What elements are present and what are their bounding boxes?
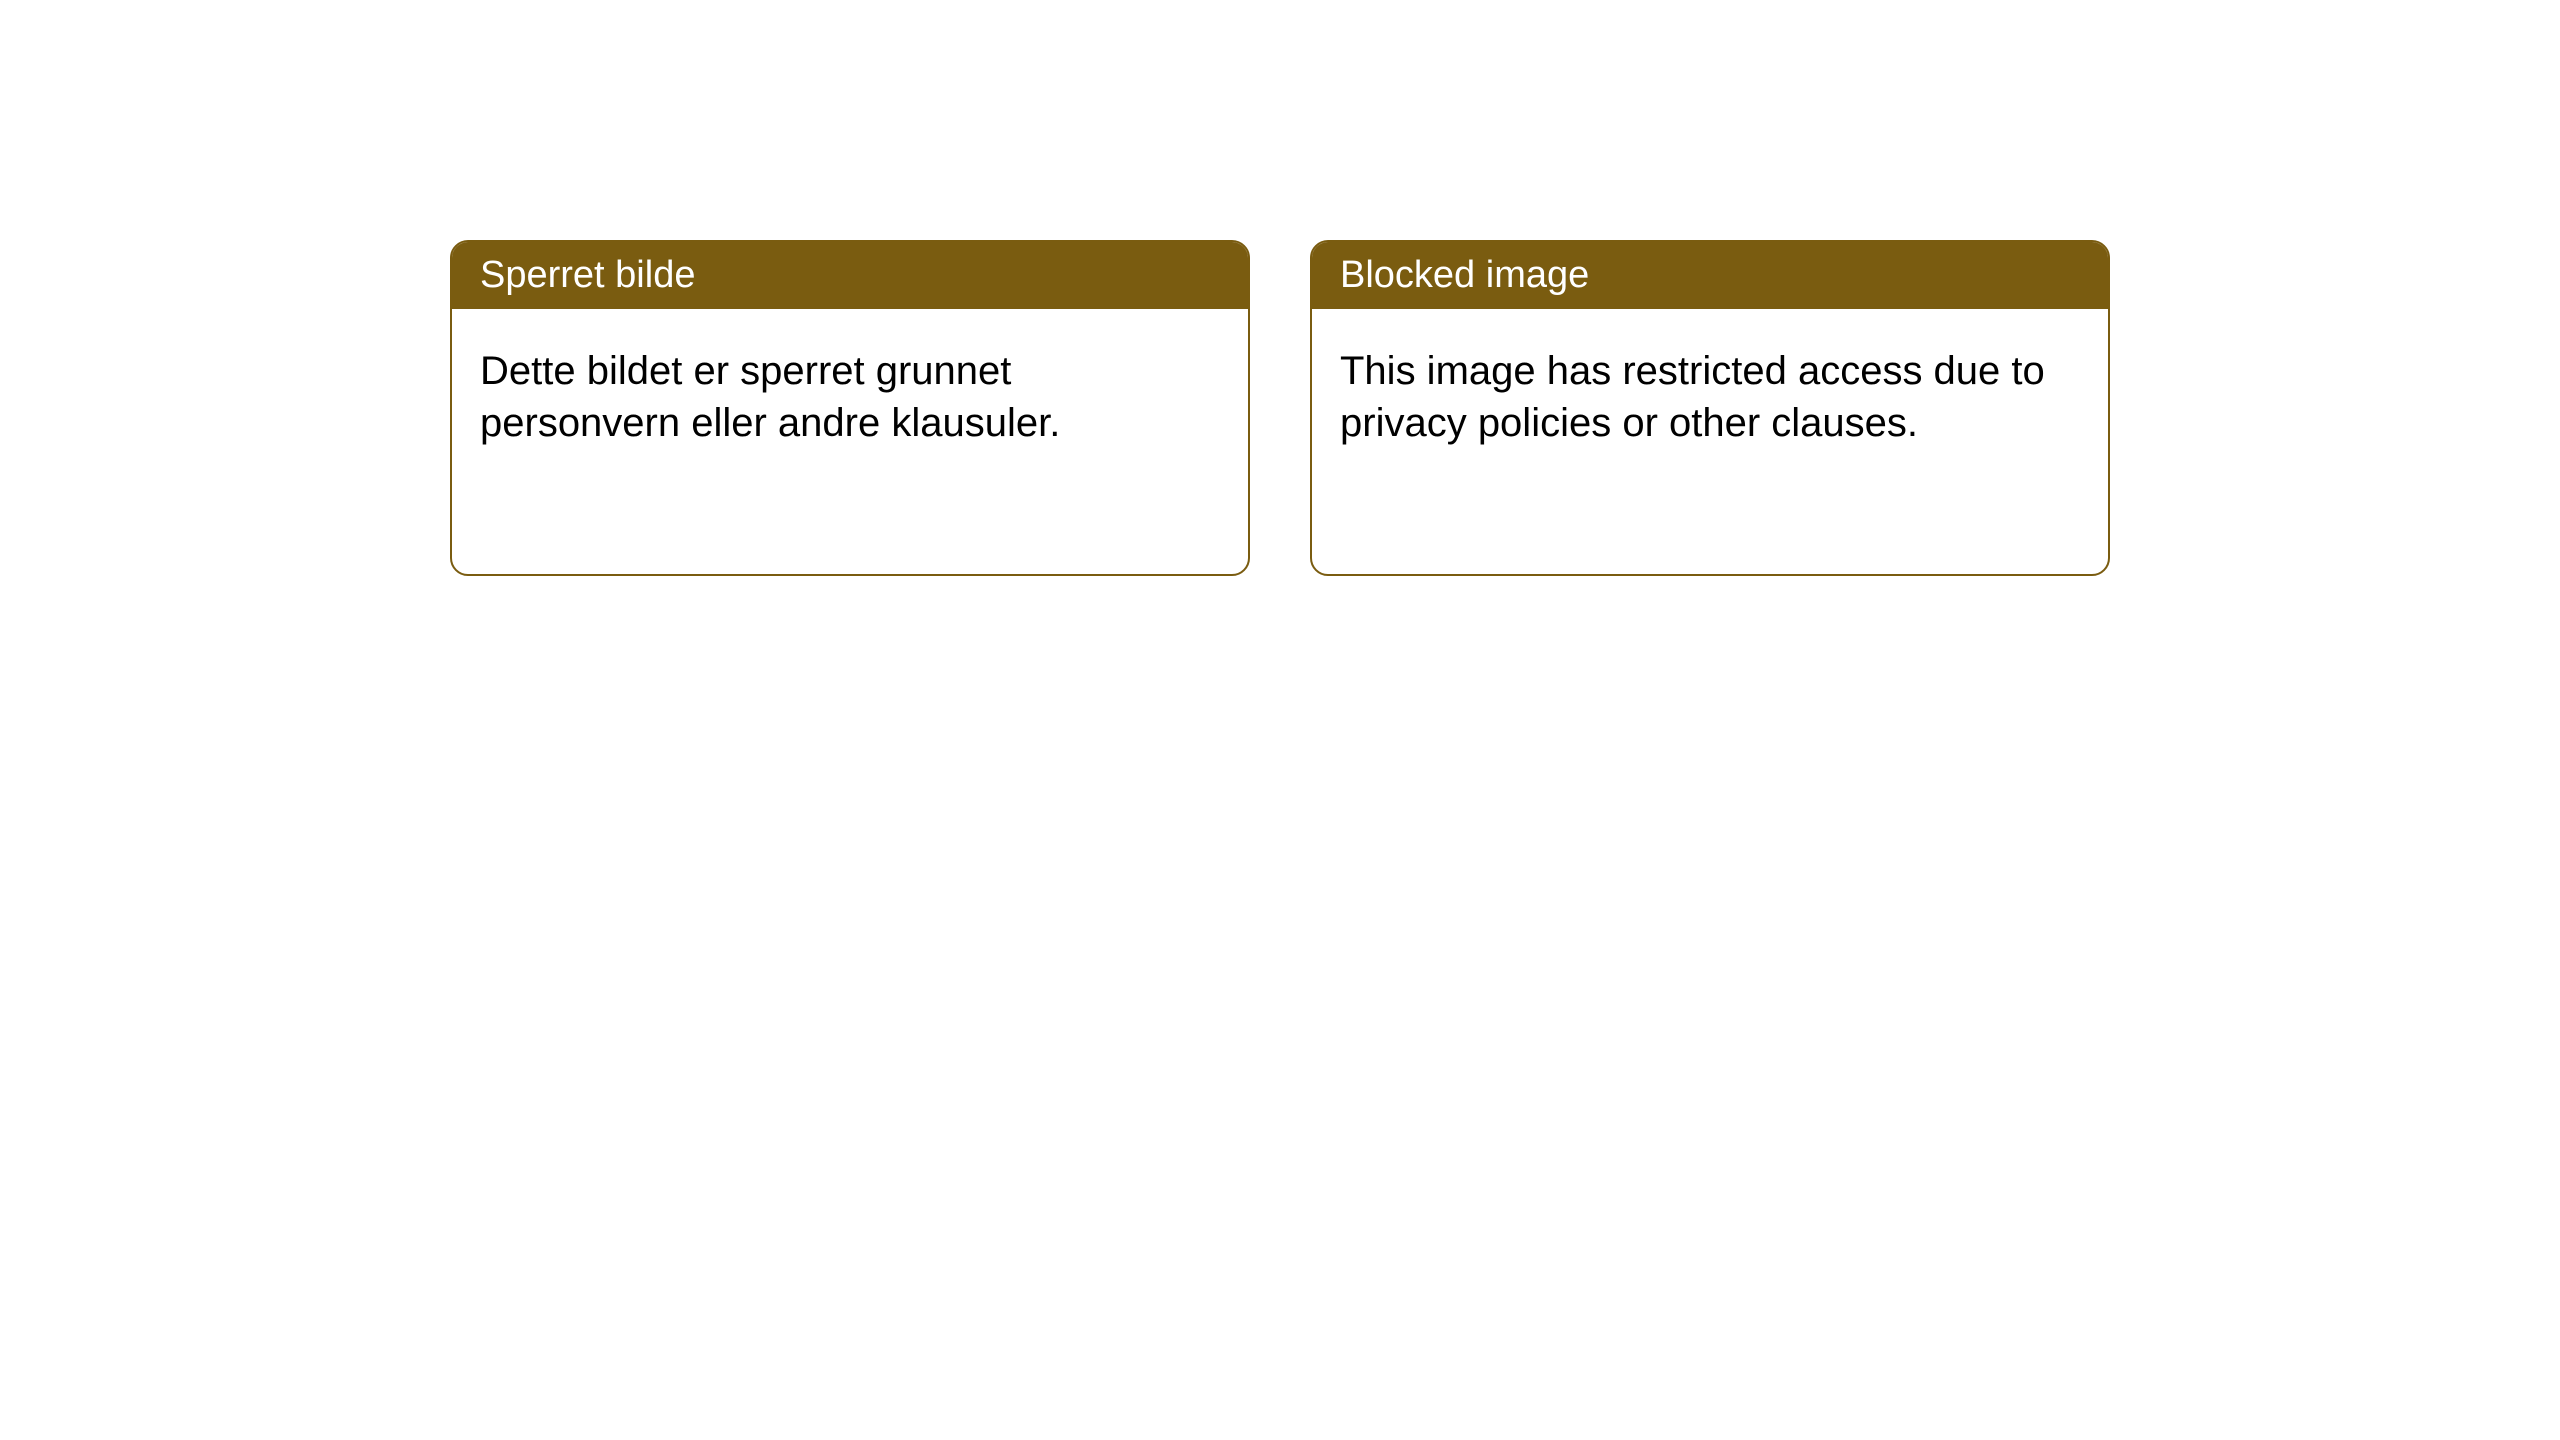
card-body-text: Dette bildet er sperret grunnet personve… <box>480 349 1060 445</box>
card-body-text: This image has restricted access due to … <box>1340 349 2045 445</box>
card-title: Sperret bilde <box>480 254 695 296</box>
card-body: This image has restricted access due to … <box>1312 309 2108 485</box>
blocked-image-card-no: Sperret bilde Dette bildet er sperret gr… <box>450 240 1250 576</box>
cards-container: Sperret bilde Dette bildet er sperret gr… <box>0 0 2560 576</box>
card-title: Blocked image <box>1340 254 1589 296</box>
card-header: Blocked image <box>1312 242 2108 309</box>
card-body: Dette bildet er sperret grunnet personve… <box>452 309 1248 485</box>
blocked-image-card-en: Blocked image This image has restricted … <box>1310 240 2110 576</box>
card-header: Sperret bilde <box>452 242 1248 309</box>
